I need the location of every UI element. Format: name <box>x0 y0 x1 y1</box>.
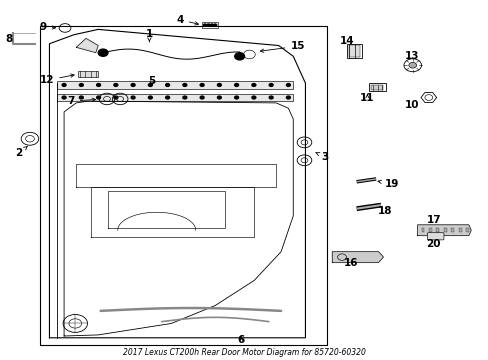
Circle shape <box>217 96 221 99</box>
Bar <box>428 228 431 232</box>
Text: 15: 15 <box>260 41 304 52</box>
Circle shape <box>268 84 272 86</box>
Circle shape <box>286 96 290 99</box>
Circle shape <box>286 84 290 86</box>
Text: 4: 4 <box>176 15 198 25</box>
Bar <box>40 26 327 345</box>
Bar <box>421 228 424 232</box>
Bar <box>466 228 468 232</box>
Text: 16: 16 <box>343 258 357 268</box>
Circle shape <box>217 84 221 86</box>
Circle shape <box>234 96 238 99</box>
Bar <box>458 228 461 232</box>
Bar <box>202 22 217 28</box>
Circle shape <box>148 96 152 99</box>
Bar <box>450 228 453 232</box>
Circle shape <box>131 84 135 86</box>
Bar <box>436 228 439 232</box>
Circle shape <box>408 62 416 68</box>
Bar <box>443 228 446 232</box>
Circle shape <box>251 96 255 99</box>
Text: 11: 11 <box>359 93 374 103</box>
Circle shape <box>183 96 186 99</box>
Text: 19: 19 <box>377 179 399 189</box>
Circle shape <box>79 96 83 99</box>
Circle shape <box>183 84 186 86</box>
Circle shape <box>213 24 216 26</box>
Polygon shape <box>417 225 470 235</box>
Text: 9: 9 <box>40 22 56 32</box>
Text: 2: 2 <box>16 146 28 158</box>
Circle shape <box>131 96 135 99</box>
Text: 12: 12 <box>40 74 74 85</box>
Bar <box>57 81 293 89</box>
Bar <box>78 71 98 77</box>
Circle shape <box>234 84 238 86</box>
FancyBboxPatch shape <box>427 233 443 240</box>
Circle shape <box>62 84 66 86</box>
Circle shape <box>148 84 152 86</box>
Text: 3: 3 <box>315 152 328 162</box>
Circle shape <box>200 84 203 86</box>
Text: 8: 8 <box>5 35 13 44</box>
Circle shape <box>210 24 213 26</box>
Circle shape <box>251 84 255 86</box>
Circle shape <box>98 49 108 56</box>
Circle shape <box>165 96 169 99</box>
Circle shape <box>268 96 272 99</box>
Bar <box>346 44 361 58</box>
Text: 5: 5 <box>148 76 155 86</box>
Circle shape <box>203 24 206 26</box>
Text: 13: 13 <box>404 51 418 61</box>
Circle shape <box>97 96 101 99</box>
Text: 6: 6 <box>237 334 244 345</box>
Circle shape <box>206 24 209 26</box>
Text: 14: 14 <box>339 36 353 46</box>
Bar <box>368 83 385 91</box>
Text: 2017 Lexus CT200h Rear Door Motor Diagram for 85720-60320: 2017 Lexus CT200h Rear Door Motor Diagra… <box>123 348 365 357</box>
Bar <box>348 45 359 57</box>
Circle shape <box>200 96 203 99</box>
Text: 10: 10 <box>404 100 418 110</box>
Circle shape <box>62 96 66 99</box>
Circle shape <box>165 84 169 86</box>
Polygon shape <box>76 39 98 53</box>
Circle shape <box>79 84 83 86</box>
Circle shape <box>97 84 101 86</box>
Circle shape <box>234 53 244 60</box>
Circle shape <box>114 96 118 99</box>
Text: 7: 7 <box>67 96 95 106</box>
Bar <box>57 94 293 101</box>
Text: 1: 1 <box>145 29 153 42</box>
Text: 18: 18 <box>377 206 391 216</box>
Text: 20: 20 <box>426 239 440 249</box>
Circle shape <box>114 84 118 86</box>
Polygon shape <box>331 252 383 262</box>
Text: 17: 17 <box>426 215 440 225</box>
Bar <box>370 85 383 90</box>
